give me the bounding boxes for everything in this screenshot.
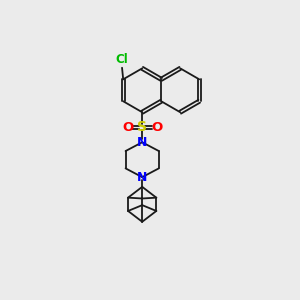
Text: N: N bbox=[137, 171, 147, 184]
Text: O: O bbox=[122, 121, 134, 134]
Text: O: O bbox=[151, 121, 162, 134]
Text: N: N bbox=[137, 136, 147, 149]
Text: Cl: Cl bbox=[116, 53, 128, 66]
Text: S: S bbox=[137, 120, 147, 134]
